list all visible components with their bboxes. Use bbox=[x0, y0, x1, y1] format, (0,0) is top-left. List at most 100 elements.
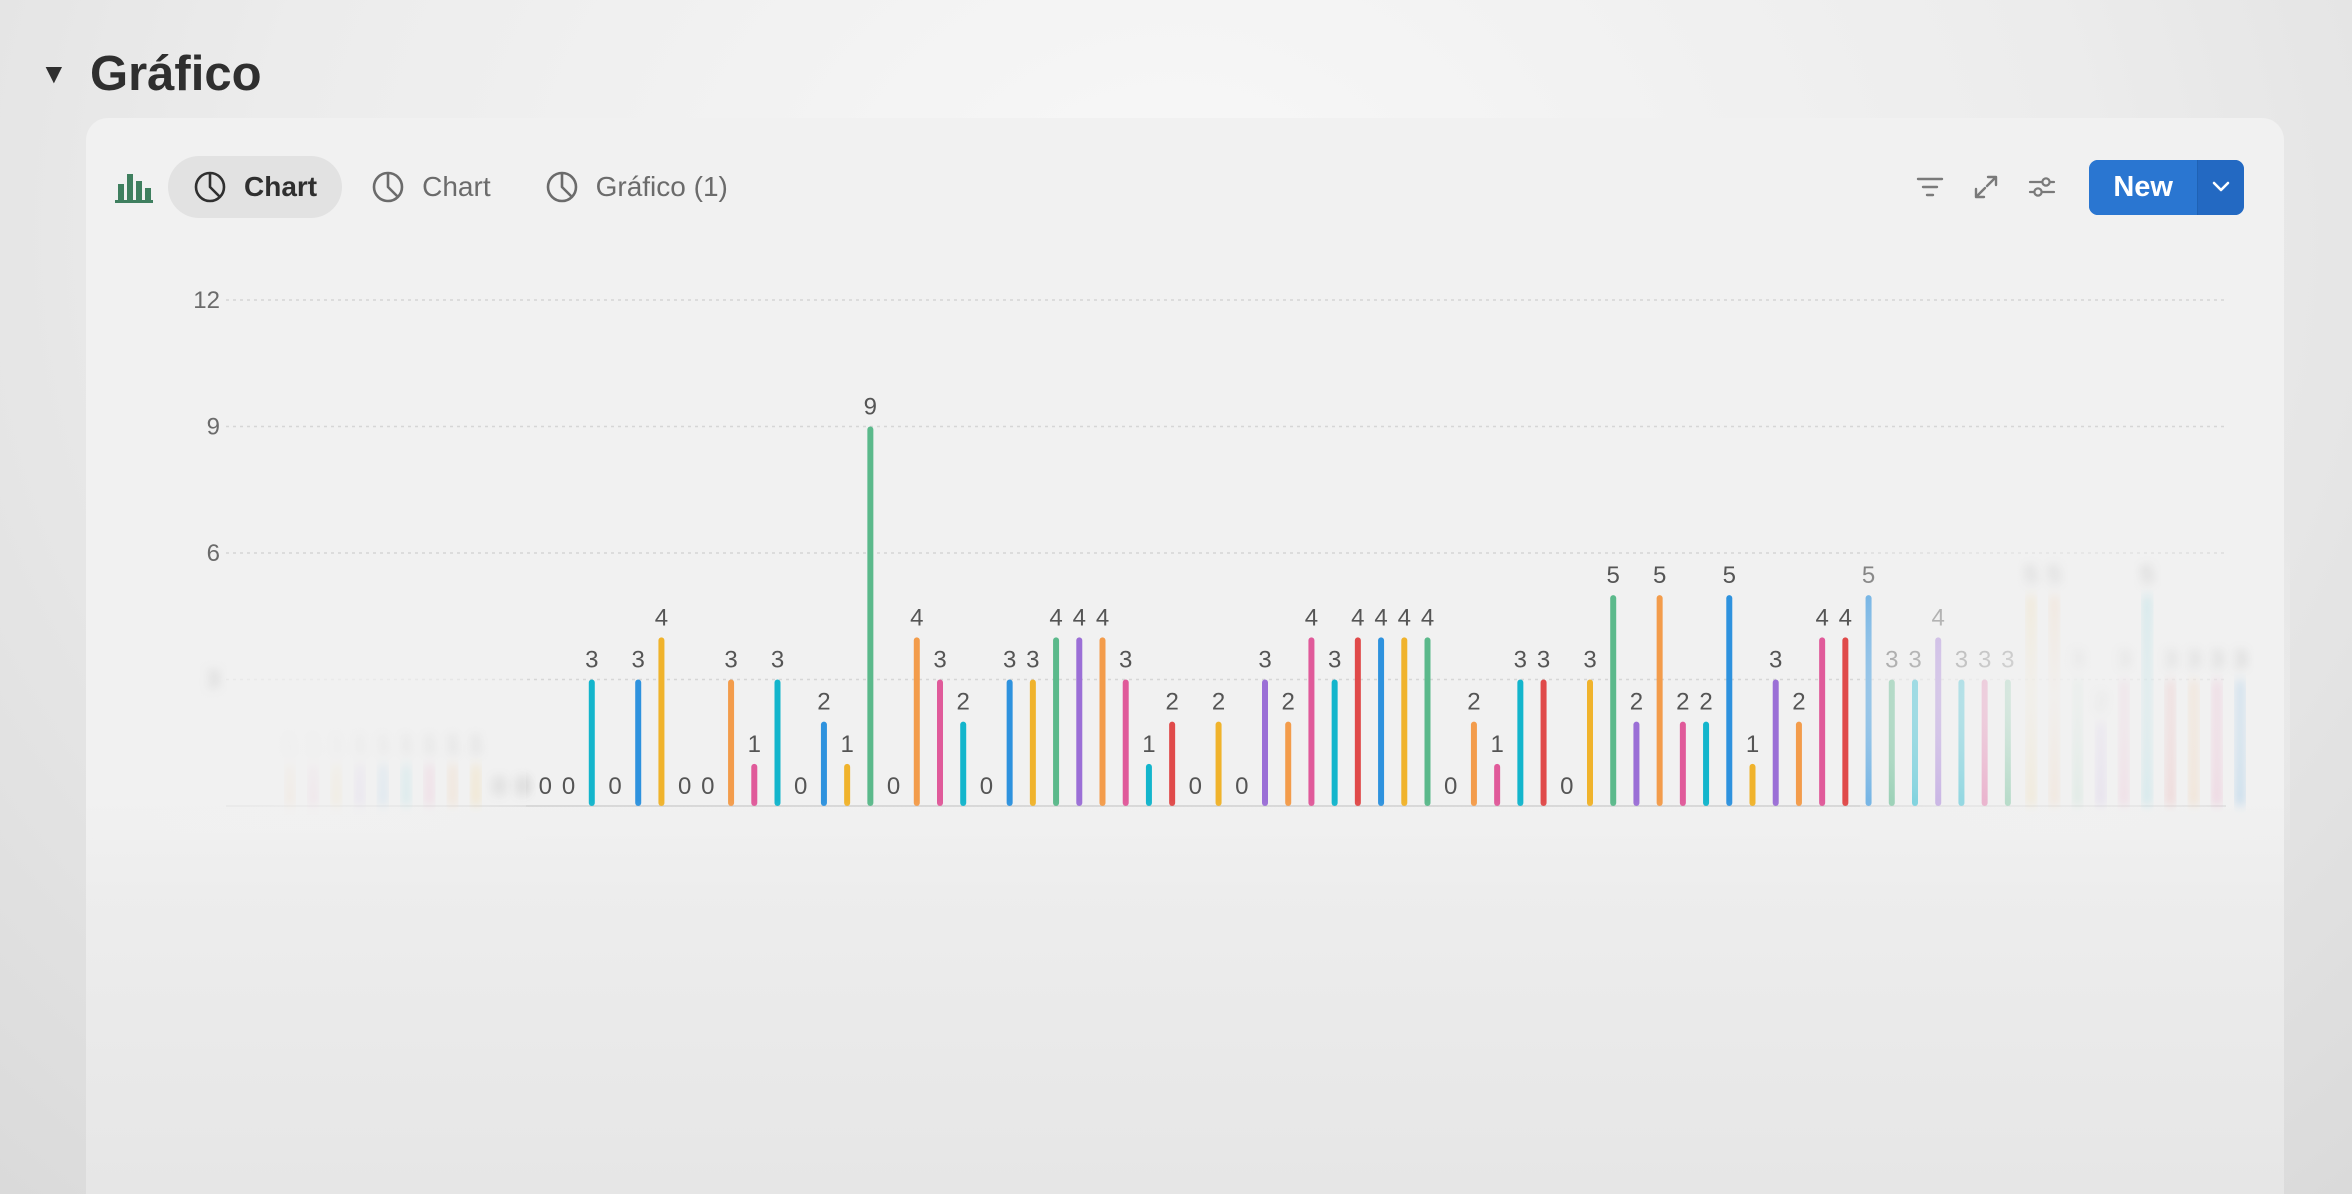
bar[interactable] bbox=[2028, 595, 2035, 806]
bar-value-label: 3 bbox=[2210, 647, 2223, 674]
toggle-triangle-icon[interactable]: ▼ bbox=[40, 58, 68, 89]
bar[interactable] bbox=[1517, 679, 1524, 807]
bar[interactable] bbox=[1354, 637, 1361, 806]
tab-chart-2[interactable]: Chart bbox=[346, 156, 515, 218]
bar[interactable] bbox=[287, 763, 293, 806]
bar[interactable] bbox=[1053, 637, 1060, 806]
chevron-down-icon[interactable] bbox=[2197, 159, 2244, 215]
section-title: Gráfico bbox=[90, 47, 262, 101]
bar[interactable] bbox=[960, 721, 967, 806]
bar[interactable] bbox=[1958, 679, 1965, 807]
new-button[interactable]: New bbox=[2089, 159, 2197, 215]
bar[interactable] bbox=[2004, 679, 2011, 807]
bar[interactable] bbox=[1726, 595, 1733, 806]
bar[interactable] bbox=[1331, 679, 1338, 807]
bar[interactable] bbox=[751, 763, 758, 806]
bar[interactable] bbox=[1749, 763, 1756, 806]
bar[interactable] bbox=[379, 763, 386, 806]
tab-grafico-1[interactable]: Gráfico (1) bbox=[520, 156, 753, 218]
pie-chart-icon bbox=[372, 171, 404, 203]
bar[interactable] bbox=[1819, 637, 1826, 806]
bar[interactable] bbox=[820, 721, 827, 806]
bar-value-label: 3 bbox=[1955, 647, 1968, 674]
bar[interactable] bbox=[1494, 763, 1501, 806]
bar-value-label: 4 bbox=[1398, 604, 1411, 631]
bar[interactable] bbox=[2190, 679, 2197, 807]
bar[interactable] bbox=[1795, 721, 1802, 806]
bar[interactable] bbox=[472, 763, 479, 806]
bar[interactable] bbox=[1633, 721, 1640, 806]
bar[interactable] bbox=[1006, 679, 1013, 807]
bar[interactable] bbox=[1122, 679, 1129, 807]
bar-value-label: 3 bbox=[2233, 647, 2246, 674]
bar[interactable] bbox=[635, 679, 642, 807]
bar[interactable] bbox=[1470, 721, 1477, 806]
bar[interactable] bbox=[1888, 679, 1895, 807]
bar[interactable] bbox=[588, 679, 595, 807]
bar[interactable] bbox=[1076, 637, 1083, 806]
bar-value-label: 5 bbox=[2048, 562, 2061, 589]
bar[interactable] bbox=[356, 763, 363, 806]
bar[interactable] bbox=[2144, 595, 2151, 806]
bar-value-label: 0 bbox=[608, 773, 621, 800]
bar[interactable] bbox=[658, 637, 665, 806]
bar[interactable] bbox=[1679, 721, 1686, 806]
bar[interactable] bbox=[1656, 595, 1663, 806]
bar-value-label: 3 bbox=[2001, 647, 2014, 674]
bar[interactable] bbox=[2051, 595, 2058, 806]
bar[interactable] bbox=[2237, 679, 2243, 807]
bar[interactable] bbox=[728, 679, 735, 807]
bar-value-label: 3 bbox=[1003, 647, 1016, 674]
bar-value-label: 9 bbox=[864, 394, 877, 421]
bar[interactable] bbox=[1610, 595, 1617, 806]
bar[interactable] bbox=[426, 763, 433, 806]
bar-value-label: 0 bbox=[1189, 773, 1202, 800]
bar[interactable] bbox=[913, 637, 920, 806]
bar-value-label: 5 bbox=[1607, 562, 1620, 589]
bar[interactable] bbox=[1935, 637, 1942, 806]
bar[interactable] bbox=[844, 763, 851, 806]
bar[interactable] bbox=[2120, 679, 2127, 807]
tab-chart[interactable]: Chart bbox=[168, 156, 343, 218]
bar[interactable] bbox=[774, 679, 781, 807]
expand-icon[interactable] bbox=[1965, 166, 2007, 208]
bar[interactable] bbox=[1029, 679, 1036, 807]
bar-value-label: 0 bbox=[794, 773, 807, 800]
bar-value-label: 1 bbox=[469, 731, 482, 758]
bar[interactable] bbox=[1378, 637, 1385, 806]
bar[interactable] bbox=[1912, 679, 1918, 807]
bar[interactable] bbox=[2167, 679, 2174, 807]
bar[interactable] bbox=[1865, 595, 1872, 806]
bar[interactable] bbox=[2213, 679, 2220, 807]
bar[interactable] bbox=[310, 763, 317, 806]
bar[interactable] bbox=[1285, 721, 1292, 806]
bar[interactable] bbox=[1772, 679, 1779, 807]
bar[interactable] bbox=[1145, 763, 1152, 806]
bar[interactable] bbox=[2074, 679, 2081, 807]
bar[interactable] bbox=[1262, 679, 1268, 807]
bar[interactable] bbox=[1842, 637, 1849, 806]
bar-value-label: 3 bbox=[2071, 647, 2084, 674]
bar[interactable] bbox=[1540, 679, 1547, 807]
bar[interactable] bbox=[1587, 679, 1593, 807]
bar[interactable] bbox=[1703, 721, 1710, 806]
settings-sliders-icon[interactable] bbox=[2021, 166, 2063, 208]
bar-value-label: 5 bbox=[2140, 562, 2153, 589]
bar[interactable] bbox=[333, 763, 340, 806]
bar[interactable] bbox=[403, 763, 410, 806]
bar[interactable] bbox=[937, 679, 943, 807]
bar[interactable] bbox=[1401, 637, 1408, 806]
bar-value-label: 1 bbox=[840, 731, 853, 758]
bar-value-label: 0 bbox=[887, 773, 900, 800]
bar[interactable] bbox=[1215, 721, 1222, 806]
bar[interactable] bbox=[1099, 637, 1106, 806]
bar[interactable] bbox=[2097, 721, 2104, 806]
bar[interactable] bbox=[1981, 679, 1988, 807]
bar[interactable] bbox=[867, 426, 874, 807]
bar[interactable] bbox=[449, 763, 456, 806]
filter-icon[interactable] bbox=[1909, 166, 1951, 208]
bar[interactable] bbox=[1169, 721, 1176, 806]
bar[interactable] bbox=[1424, 637, 1431, 806]
bar-value-label: 1 bbox=[446, 731, 459, 758]
bar[interactable] bbox=[1308, 637, 1315, 806]
